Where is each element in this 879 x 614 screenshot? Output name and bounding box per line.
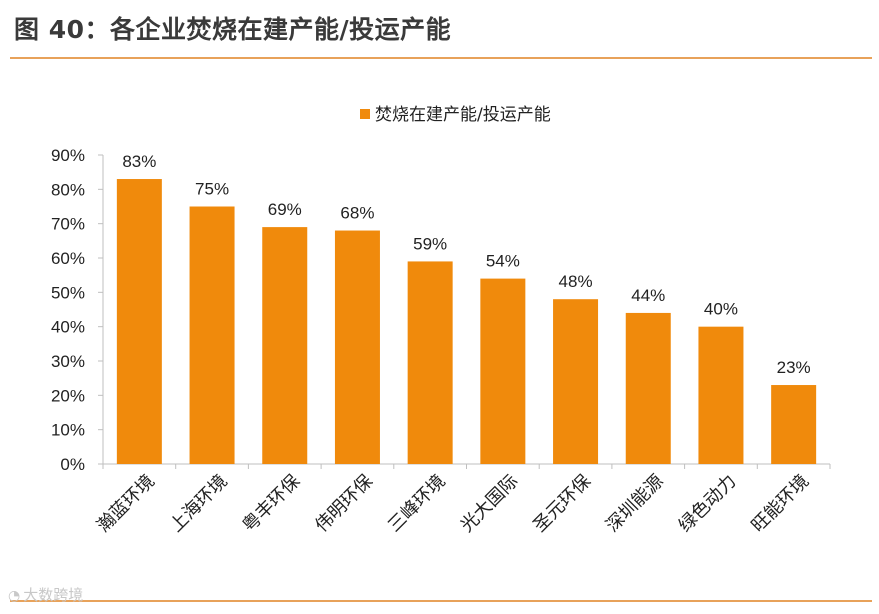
- bottom-divider: [10, 600, 872, 602]
- x-tick-label: 瀚蓝环境: [93, 471, 159, 537]
- data-label: 68%: [340, 204, 374, 223]
- y-tick-label: 50%: [51, 283, 85, 302]
- data-label: 59%: [413, 234, 447, 253]
- x-tick-label: 深圳能源: [602, 471, 668, 537]
- data-label: 69%: [268, 200, 302, 219]
- bar: [334, 230, 380, 464]
- y-tick-label: 30%: [51, 352, 85, 371]
- y-tick-label: 70%: [51, 215, 85, 234]
- x-tick-label: 伟明环保: [311, 471, 377, 537]
- bar: [480, 278, 526, 464]
- x-tick-label: 旺能环境: [747, 471, 813, 537]
- data-label: 83%: [122, 152, 156, 171]
- watermark-logo-icon: ◔: [8, 588, 21, 604]
- x-tick-label: 粤丰环保: [239, 471, 305, 537]
- y-tick-label: 40%: [51, 318, 85, 337]
- data-label: 48%: [559, 272, 593, 291]
- top-divider: [10, 57, 872, 59]
- bar: [553, 299, 599, 464]
- y-tick-label: 10%: [51, 421, 85, 440]
- y-tick-label: 60%: [51, 249, 85, 268]
- data-label: 40%: [704, 300, 738, 319]
- bar: [407, 261, 453, 464]
- bar: [189, 206, 235, 464]
- watermark: ◔ 大数跨境: [8, 584, 83, 605]
- bar: [698, 326, 744, 464]
- data-label: 75%: [195, 180, 229, 199]
- x-tick-label: 上海环境: [166, 471, 232, 537]
- data-label: 54%: [486, 252, 520, 271]
- y-tick-label: 20%: [51, 386, 85, 405]
- bar: [116, 179, 162, 465]
- x-tick-label: 光大国际: [457, 471, 523, 537]
- legend-label: 焚烧在建产能/投运产能: [375, 105, 551, 125]
- x-tick-label: 圣元环保: [529, 471, 595, 537]
- y-tick-label: 80%: [51, 180, 85, 199]
- data-label: 23%: [777, 358, 811, 377]
- watermark-text: 大数跨境: [23, 586, 84, 604]
- y-tick-label: 90%: [51, 146, 85, 165]
- bar: [262, 227, 308, 464]
- x-tick-label: 三峰环境: [384, 471, 450, 537]
- figure-title: 图 40：各企业焚烧在建产能/投运产能: [14, 15, 452, 44]
- x-tick-label: 绿色动力: [675, 471, 741, 537]
- data-label: 44%: [631, 286, 665, 305]
- y-tick-label: 0%: [60, 455, 85, 474]
- bar: [625, 312, 671, 464]
- legend-swatch: [360, 109, 370, 119]
- bar: [771, 385, 817, 464]
